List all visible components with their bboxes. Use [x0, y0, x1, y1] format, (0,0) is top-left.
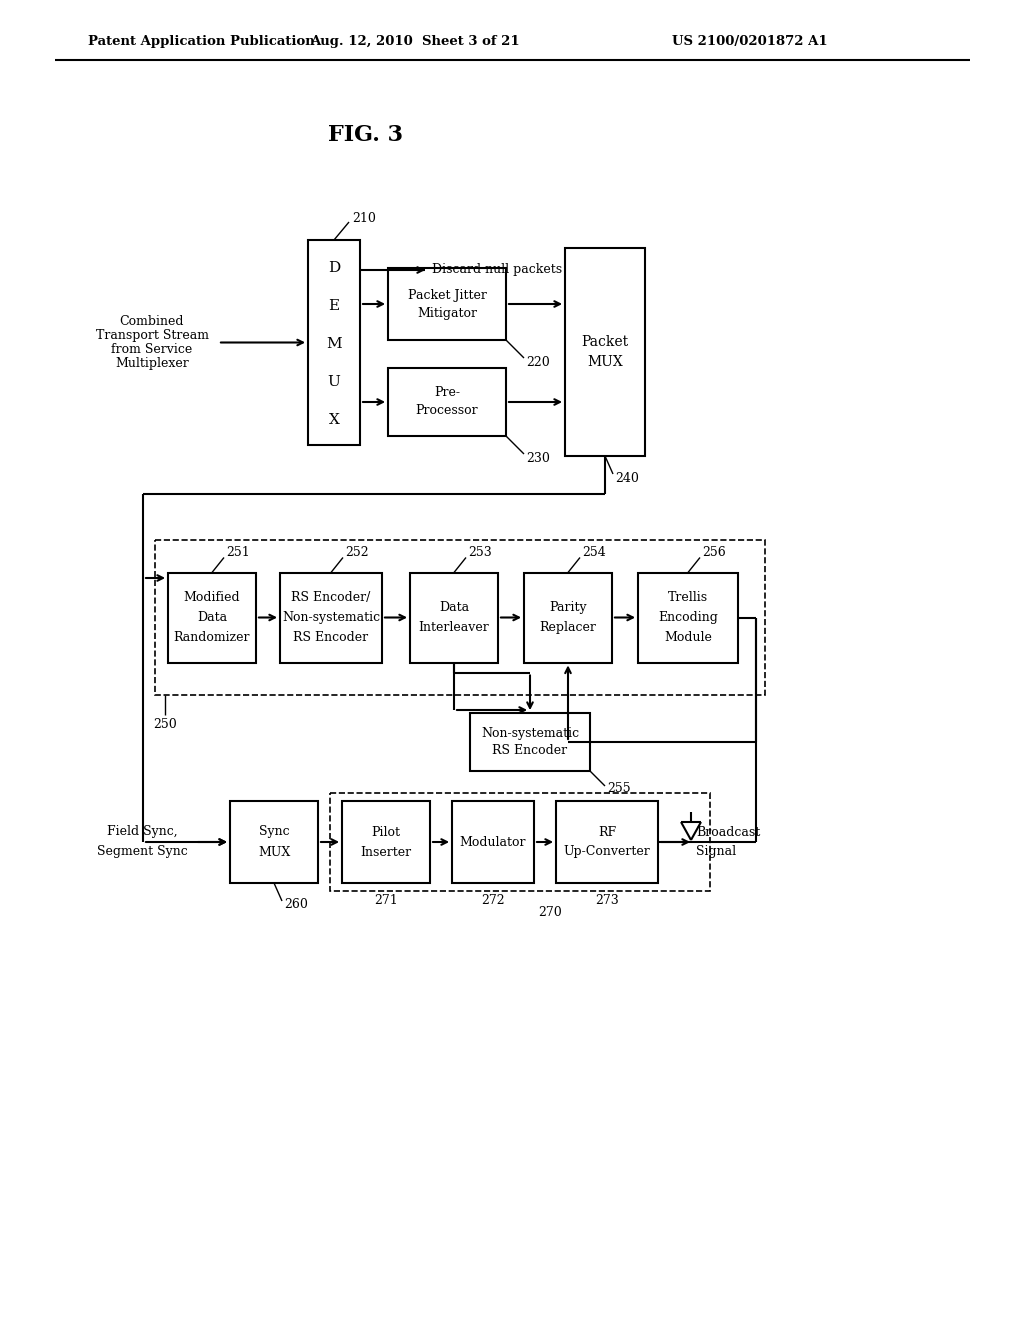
Text: Inserter: Inserter — [360, 846, 412, 858]
Text: 250: 250 — [154, 718, 177, 731]
Text: 256: 256 — [702, 546, 726, 558]
Text: Module: Module — [664, 631, 712, 644]
Text: 254: 254 — [582, 546, 606, 558]
Text: Combined: Combined — [120, 315, 184, 327]
Text: 252: 252 — [345, 546, 369, 558]
Text: Non-systematic: Non-systematic — [481, 726, 579, 739]
Text: Packet Jitter: Packet Jitter — [408, 289, 486, 301]
Text: Randomizer: Randomizer — [174, 631, 250, 644]
Bar — [280, 573, 382, 663]
Text: 210: 210 — [352, 211, 376, 224]
Text: Sync: Sync — [259, 825, 290, 838]
Text: Trellis: Trellis — [668, 591, 708, 605]
Text: MUX: MUX — [258, 846, 290, 858]
Text: D: D — [328, 261, 340, 275]
Text: US 2100/0201872 A1: US 2100/0201872 A1 — [672, 36, 827, 49]
Bar — [524, 573, 612, 663]
Text: Field Sync,: Field Sync, — [106, 825, 177, 838]
Bar — [388, 268, 506, 341]
Bar — [155, 540, 765, 696]
Text: FIG. 3: FIG. 3 — [328, 124, 402, 147]
Bar — [330, 793, 710, 891]
Text: 220: 220 — [526, 355, 550, 368]
Text: Interleaver: Interleaver — [419, 620, 489, 634]
Text: Data: Data — [439, 601, 469, 614]
Text: M: M — [327, 337, 342, 351]
Text: Pre-: Pre- — [434, 387, 460, 400]
Text: RS Encoder: RS Encoder — [294, 631, 369, 644]
Text: Multiplexer: Multiplexer — [115, 356, 188, 370]
Text: Processor: Processor — [416, 404, 478, 417]
Text: Broadcast: Broadcast — [696, 825, 760, 838]
Text: 270: 270 — [539, 907, 562, 920]
Text: Mitigator: Mitigator — [417, 306, 477, 319]
Text: E: E — [329, 300, 340, 313]
Bar — [230, 801, 318, 883]
Text: 272: 272 — [481, 895, 505, 908]
Text: Pilot: Pilot — [372, 825, 400, 838]
Bar — [388, 368, 506, 436]
Text: 260: 260 — [284, 899, 308, 912]
Text: Transport Stream: Transport Stream — [95, 329, 209, 342]
Text: Up-Converter: Up-Converter — [563, 846, 650, 858]
Bar — [470, 713, 590, 771]
Text: Aug. 12, 2010  Sheet 3 of 21: Aug. 12, 2010 Sheet 3 of 21 — [310, 36, 520, 49]
Text: 271: 271 — [374, 895, 398, 908]
Text: 255: 255 — [607, 781, 631, 795]
Text: 230: 230 — [526, 451, 550, 465]
Text: 240: 240 — [615, 471, 639, 484]
Text: 273: 273 — [595, 895, 618, 908]
Text: Packet: Packet — [582, 335, 629, 348]
Text: U: U — [328, 375, 340, 389]
Bar — [308, 240, 360, 445]
Text: Encoding: Encoding — [658, 611, 718, 624]
Bar — [168, 573, 256, 663]
Text: Non-systematic: Non-systematic — [282, 611, 380, 624]
Text: RF: RF — [598, 825, 616, 838]
Bar — [565, 248, 645, 455]
Text: 253: 253 — [468, 546, 492, 558]
Text: X: X — [329, 413, 339, 426]
Text: Segment Sync: Segment Sync — [96, 846, 187, 858]
Text: Patent Application Publication: Patent Application Publication — [88, 36, 314, 49]
Text: Signal: Signal — [696, 846, 736, 858]
Text: Replacer: Replacer — [540, 620, 596, 634]
Text: Parity: Parity — [549, 601, 587, 614]
Text: 251: 251 — [226, 546, 250, 558]
Text: Discard null packets: Discard null packets — [432, 264, 562, 276]
Bar — [638, 573, 738, 663]
Text: from Service: from Service — [112, 343, 193, 356]
Text: RS Encoder: RS Encoder — [493, 744, 567, 758]
Bar — [342, 801, 430, 883]
Text: MUX: MUX — [587, 355, 623, 370]
Text: Modified: Modified — [183, 591, 241, 605]
Bar — [556, 801, 658, 883]
Text: Modulator: Modulator — [460, 836, 526, 849]
Bar — [452, 801, 534, 883]
Text: Data: Data — [197, 611, 227, 624]
Bar — [410, 573, 498, 663]
Text: RS Encoder/: RS Encoder/ — [291, 591, 371, 605]
